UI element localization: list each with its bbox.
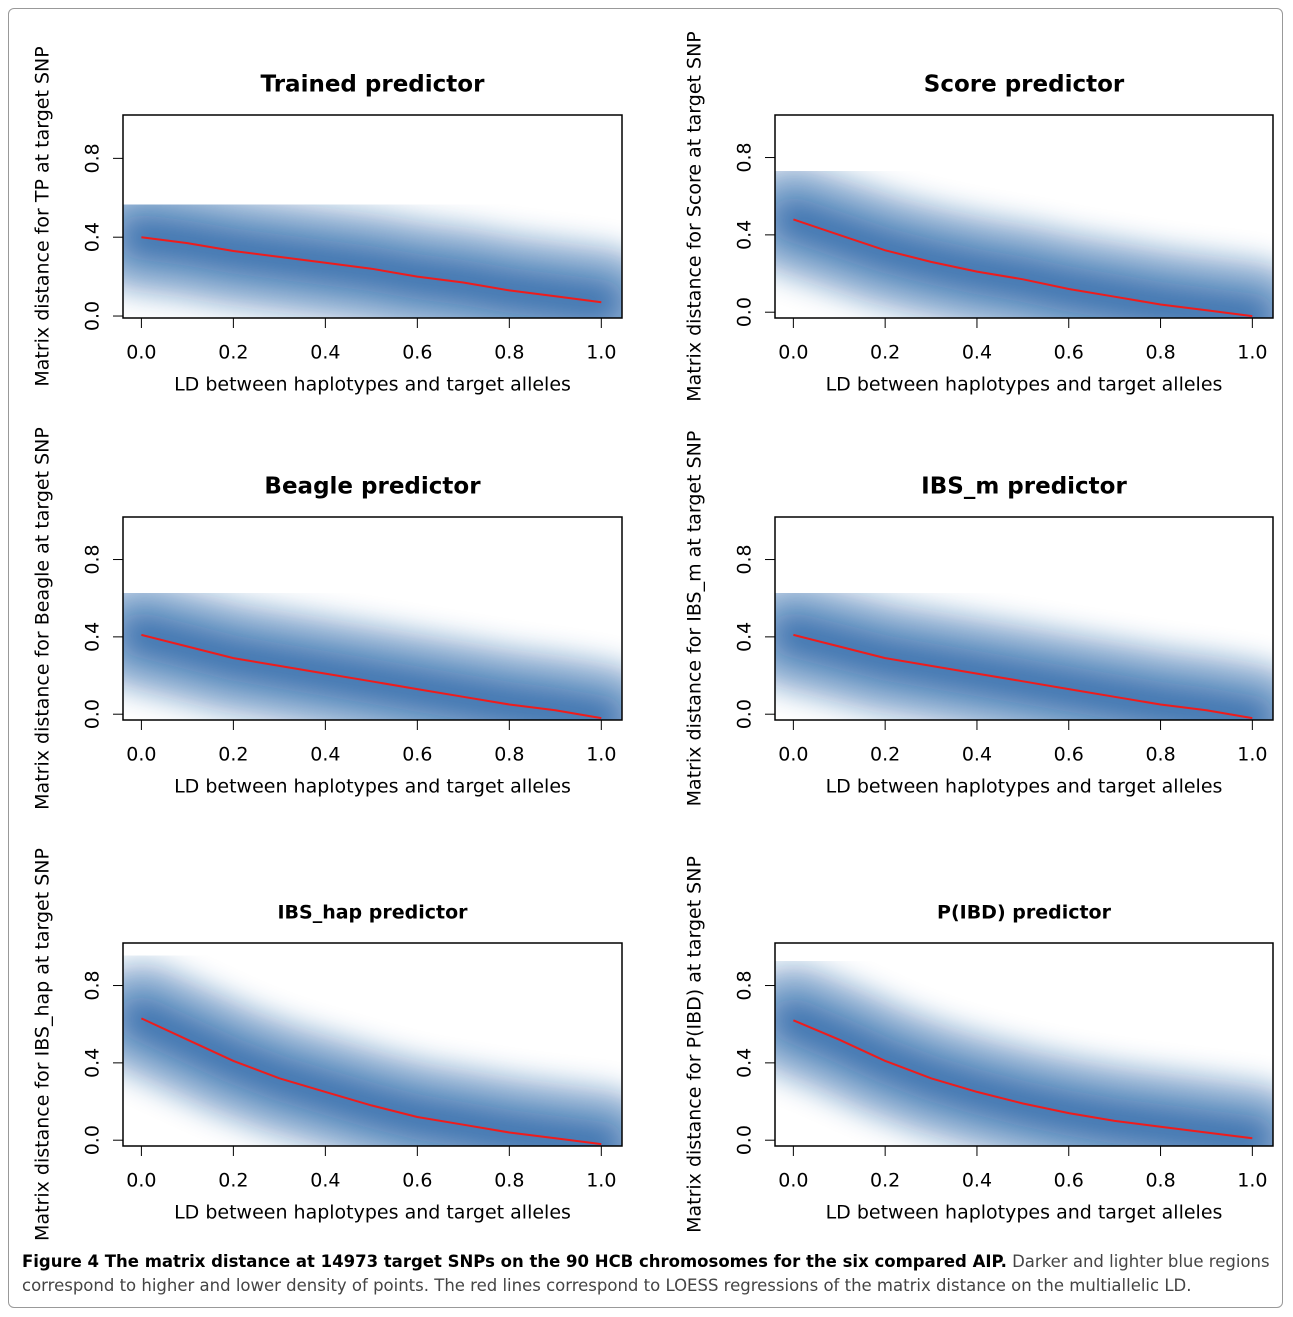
caption-label: Figure 4 The matrix distance at 14973 ta…	[22, 1252, 1007, 1271]
y-tick-label: 0.8	[734, 970, 756, 1000]
x-tick-label: 1.0	[586, 744, 616, 766]
y-tick-label: 0.0	[734, 1125, 756, 1155]
y-tick-label: 0.8	[734, 142, 756, 172]
x-tick-label: 0.2	[870, 1170, 900, 1192]
loess-line	[140, 1017, 602, 1146]
x-tick-label: 0.6	[1054, 744, 1084, 766]
x-tick-label: 0.2	[870, 342, 900, 364]
chart-title: Beagle predictor	[264, 474, 481, 500]
x-tick-label: 0.0	[778, 1170, 808, 1192]
x-axis-label: LD between haplotypes and target alleles	[174, 1202, 571, 1224]
y-axis-label: Matrix distance for TP at target SNP	[32, 46, 54, 386]
y-tick-label: 0.0	[734, 699, 756, 729]
x-tick-label: 0.6	[402, 342, 432, 364]
x-tick-label: 0.4	[962, 342, 992, 364]
density	[775, 965, 1273, 1146]
x-tick-label: 0.8	[1145, 342, 1175, 364]
x-tick-label: 0.4	[310, 744, 340, 766]
x-axis-label: LD between haplotypes and target alleles	[826, 374, 1223, 396]
x-tick-label: 0.4	[310, 1170, 340, 1192]
density	[123, 963, 622, 1146]
x-tick-label: 0.2	[218, 1170, 248, 1192]
y-axis-label: Matrix distance for Score at target SNP	[684, 31, 706, 402]
x-axis-label: LD between haplotypes and target alleles	[826, 1202, 1223, 1224]
y-tick-label: 0.4	[734, 622, 756, 652]
plot-box	[774, 942, 1274, 1147]
x-tick-label: 1.0	[1237, 1170, 1267, 1192]
x-tick-label: 0.4	[962, 1170, 992, 1192]
x-tick-label: 0.4	[310, 342, 340, 364]
x-tick-label: 0.2	[218, 744, 248, 766]
loess-line	[141, 633, 602, 720]
y-tick-label: 0.8	[82, 544, 104, 574]
caption: Figure 4 The matrix distance at 14973 ta…	[22, 1250, 1272, 1298]
chart-title: Trained predictor	[261, 72, 486, 98]
density	[775, 579, 1273, 720]
density	[775, 164, 1273, 318]
x-tick-label: 0.6	[1054, 342, 1084, 364]
x-tick-label: 0.6	[402, 1170, 432, 1192]
x-tick-label: 0.4	[962, 744, 992, 766]
x-tick-label: 1.0	[586, 342, 616, 364]
x-tick-label: 0.0	[126, 1170, 156, 1192]
y-tick-label: 0.8	[82, 970, 104, 1000]
y-tick-label: 0.0	[82, 699, 104, 729]
x-tick-label: 0.0	[778, 342, 808, 364]
x-axis-label: LD between haplotypes and target alleles	[826, 776, 1223, 798]
x-tick-label: 1.0	[1237, 744, 1267, 766]
x-tick-label: 0.8	[494, 342, 524, 364]
y-tick-label: 0.8	[82, 143, 104, 173]
y-axis-label: Matrix distance for IBS_hap at target SN…	[32, 848, 54, 1241]
x-tick-label: 0.6	[402, 744, 432, 766]
x-tick-label: 1.0	[586, 1170, 616, 1192]
x-tick-label: 0.2	[218, 342, 248, 364]
y-tick-label: 0.0	[734, 297, 756, 327]
x-tick-label: 0.8	[1145, 1170, 1175, 1192]
density	[123, 579, 622, 720]
chart-title: IBS_m predictor	[921, 474, 1127, 500]
y-tick-label: 0.4	[82, 222, 104, 252]
x-tick-label: 0.0	[126, 342, 156, 364]
plot-box	[774, 516, 1274, 721]
loess-line	[793, 1019, 1253, 1140]
y-tick-label: 0.0	[82, 1125, 104, 1155]
chart: Trained predictor LD between haplotypes a…	[32, 31, 1274, 1241]
chart-title: Score predictor	[924, 72, 1125, 98]
x-tick-label: 1.0	[1237, 342, 1267, 364]
y-axis-label: Matrix distance for Beagle at target SNP	[32, 427, 54, 810]
y-tick-label: 0.4	[734, 220, 756, 250]
x-axis-label: LD between haplotypes and target alleles	[174, 374, 571, 396]
y-tick-label: 0.4	[734, 1048, 756, 1078]
chart-title: P(IBD) predictor	[937, 902, 1112, 924]
y-axis-label: Matrix distance for IBS_m at target SNP	[684, 431, 706, 807]
x-tick-label: 0.8	[494, 1170, 524, 1192]
x-tick-label: 0.2	[870, 744, 900, 766]
caption-text: Darker and lighter blue regions correspo…	[22, 1252, 1270, 1295]
y-tick-label: 0.4	[82, 1048, 104, 1078]
x-tick-label: 0.0	[126, 744, 156, 766]
y-tick-label: 0.8	[734, 544, 756, 574]
x-tick-label: 0.6	[1054, 1170, 1084, 1192]
x-tick-label: 0.0	[778, 744, 808, 766]
y-axis-label: Matrix distance for P(IBD) at target SNP	[684, 856, 706, 1233]
plot-box	[122, 942, 623, 1147]
plot-box	[122, 516, 623, 721]
loess-line	[793, 633, 1253, 720]
loess-line	[141, 236, 602, 304]
y-tick-label: 0.0	[82, 301, 104, 331]
chart-title: IBS_hap predictor	[277, 902, 468, 924]
x-tick-label: 0.8	[1145, 744, 1175, 766]
y-tick-label: 0.4	[82, 622, 104, 652]
plot-box	[774, 114, 1274, 319]
loess-line	[793, 218, 1253, 318]
figure-frame	[8, 8, 1283, 1308]
plot-box	[122, 114, 623, 319]
x-tick-label: 0.8	[494, 744, 524, 766]
x-axis-label: LD between haplotypes and target alleles	[174, 776, 571, 798]
